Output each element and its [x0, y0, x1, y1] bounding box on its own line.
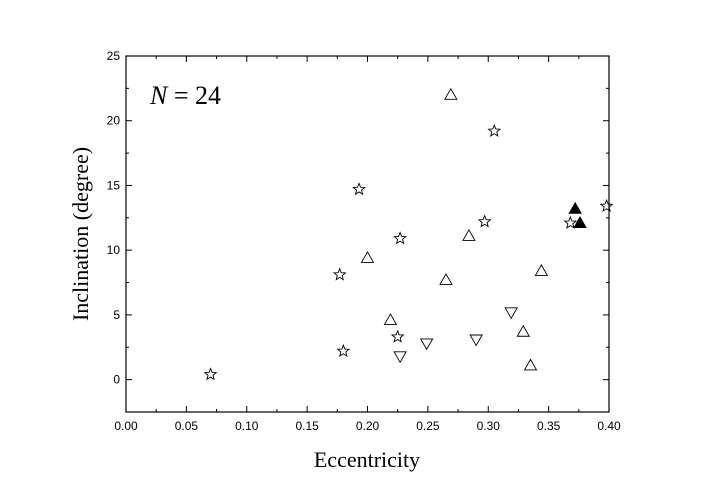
y-tick-label: 10 [107, 243, 121, 257]
filled-triangle-marker [573, 216, 587, 228]
x-tick-label: 0.10 [235, 419, 259, 433]
x-tick-label: 0.20 [356, 419, 380, 433]
x-tick-label: 0.15 [295, 419, 319, 433]
star-marker [336, 343, 351, 358]
tick-labels: 0.00 0.05 0.10 0.15 0.20 0.25 0.30 0.35 0.40 0 5 10… [107, 49, 621, 433]
star-marker [393, 231, 407, 245]
star-marker [477, 214, 492, 228]
y-tick-label: 15 [107, 178, 121, 192]
star-marker [563, 215, 578, 229]
annotation-value: = 24 [167, 81, 221, 110]
x-tick-label: 0.35 [537, 419, 561, 433]
x-tick-label: 0.00 [114, 419, 138, 433]
y-axis-title: Inclination (degree) [68, 147, 93, 321]
x-tick-label: 0.05 [175, 419, 199, 433]
triangle-down-marker [393, 351, 407, 364]
triangle-up-marker [516, 324, 531, 337]
triangle-up-marker [523, 358, 538, 371]
star-marker [203, 367, 218, 381]
triangle-up-marker [360, 251, 375, 263]
axis-ticks [125, 55, 610, 413]
x-axis-title: Eccentricity [314, 447, 420, 472]
data-points [203, 87, 614, 381]
triangle-up-marker [462, 229, 476, 241]
triangle-up-marker [383, 313, 398, 326]
x-tick-label: 0.30 [477, 419, 501, 433]
y-tick-label: 20 [107, 114, 121, 128]
star-marker [487, 123, 502, 137]
star-marker [599, 198, 614, 213]
triangle-down-marker [469, 334, 483, 347]
triangle-down-marker [419, 338, 434, 351]
sample-size-annotation: N = 24 [149, 81, 221, 110]
annotation-variable: N [149, 81, 169, 110]
star-marker [332, 267, 347, 281]
x-tick-label: 0.25 [416, 419, 440, 433]
triangle-up-marker [439, 273, 453, 285]
y-tick-label: 25 [107, 49, 121, 63]
triangle-down-marker [504, 307, 518, 320]
y-tick-label: 5 [113, 308, 120, 322]
star-marker [352, 182, 366, 196]
filled-triangle-marker [568, 201, 582, 214]
triangle-up-marker [444, 87, 458, 100]
triangle-up-marker [534, 263, 549, 276]
y-tick-label: 0 [113, 373, 120, 387]
x-tick-label: 0.40 [597, 419, 621, 433]
star-marker [390, 329, 405, 343]
